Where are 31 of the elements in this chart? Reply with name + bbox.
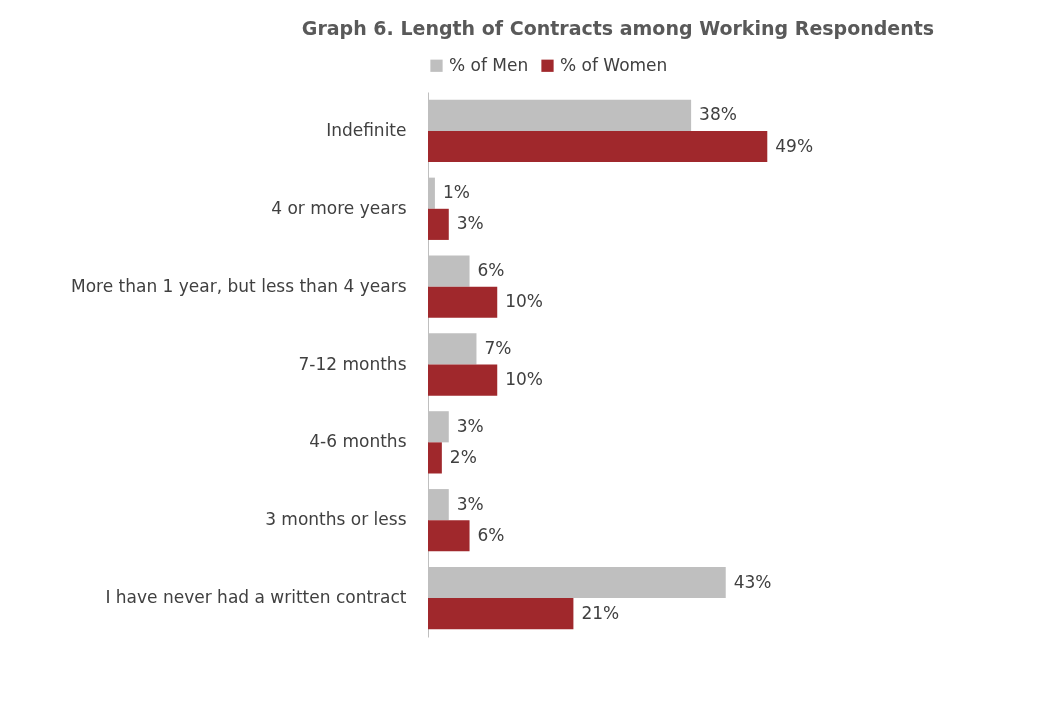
data-label: 10% xyxy=(505,369,544,390)
data-label: 6% xyxy=(477,524,505,545)
y-tick-label: Indefinite xyxy=(326,119,407,140)
data-label: 38% xyxy=(699,104,737,125)
y-tick-label: 4-6 months xyxy=(309,431,407,452)
data-label: 21% xyxy=(581,602,620,623)
data-label: 3% xyxy=(456,493,484,514)
bar xyxy=(428,130,768,163)
legend-label: % of Women xyxy=(560,54,668,75)
y-tick-label: 7-12 months xyxy=(298,353,407,374)
y-tick-label: More than 1 year, but less than 4 years xyxy=(70,275,407,296)
chart-title: Graph 6. Length of Contracts among Working Respondents xyxy=(301,17,935,39)
bar xyxy=(428,364,498,396)
data-label: 49% xyxy=(775,135,814,156)
data-label: 7% xyxy=(484,337,512,358)
data-label: 3% xyxy=(456,415,484,436)
bar xyxy=(428,442,442,474)
y-tick-label: I have never had a written contract xyxy=(105,587,407,608)
bar xyxy=(428,520,470,552)
y-tick-label: 4 or more years xyxy=(271,197,407,218)
bar xyxy=(428,208,449,240)
y-tick-label: 3 months or less xyxy=(265,509,407,530)
data-label: 10% xyxy=(505,291,544,312)
data-label: 43% xyxy=(733,571,772,592)
bar xyxy=(428,598,574,630)
data-label: 6% xyxy=(477,260,505,281)
data-label: 1% xyxy=(442,182,470,203)
legend-label: % of Men xyxy=(449,54,529,75)
data-label: 2% xyxy=(449,446,477,467)
data-label: 3% xyxy=(456,213,484,234)
bar xyxy=(428,286,498,318)
